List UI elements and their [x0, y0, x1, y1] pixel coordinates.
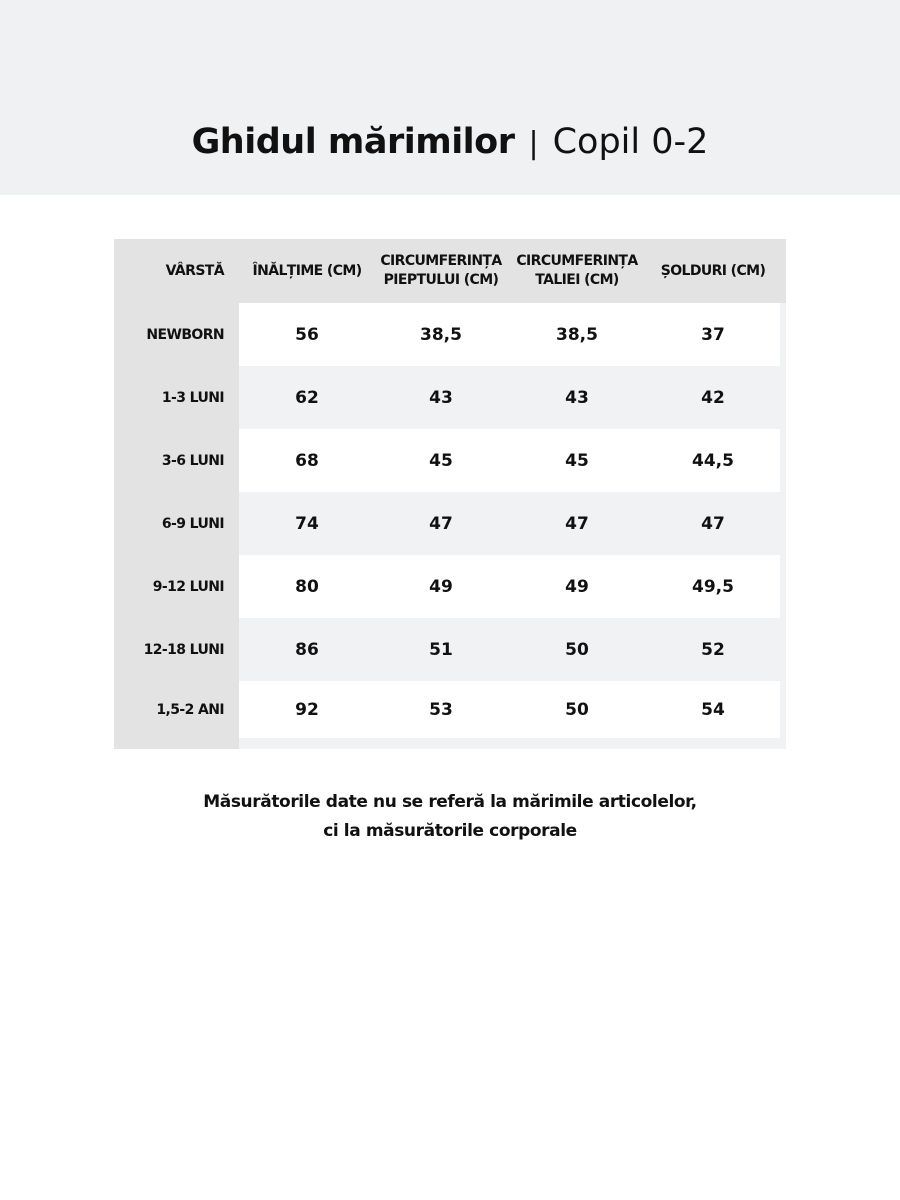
table-cell: 44,5	[692, 450, 734, 471]
table-cell: 92	[295, 699, 319, 720]
table-cell: 86	[295, 639, 319, 660]
table-cell: 49	[565, 576, 589, 597]
table-cell: 54	[701, 699, 725, 720]
age-label: 3-6 LUNI	[161, 452, 225, 469]
column-header: VÂRSTĂ	[165, 262, 225, 279]
table-cell: 47	[429, 513, 453, 534]
table-cell: 38,5	[420, 324, 462, 345]
note-line-1: Măsurătorile date nu se referă la mărimi…	[203, 792, 697, 812]
table-cell: 45	[565, 450, 589, 471]
table-cell: 50	[565, 699, 589, 720]
title-sub: Copil 0-2	[552, 122, 709, 162]
table-cell: 43	[429, 387, 453, 408]
table-cell: 43	[565, 387, 589, 408]
age-label: 6-9 LUNI	[161, 515, 225, 532]
table-row	[239, 303, 780, 366]
title-separator: |	[528, 126, 539, 161]
column-header: CIRCUMFERINȚA TALIEI (CM)	[516, 253, 638, 288]
table-cell: 52	[701, 639, 725, 660]
header-band	[0, 0, 900, 195]
measurement-note: Măsurătorile date nu se referă la mărimi…	[0, 788, 900, 846]
table-cell: 68	[295, 450, 319, 471]
table-cell: 80	[295, 576, 319, 597]
table-cell: 42	[701, 387, 725, 408]
size-table: VÂRSTĂ ÎNĂLȚIME (CM) CIRCUMFERINȚA PIEPTUL…	[114, 239, 786, 749]
age-label: 1,5-2 ANI	[156, 701, 224, 718]
table-cell: 45	[429, 450, 453, 471]
table-cell: 49	[429, 576, 453, 597]
table-cell: 74	[295, 513, 319, 534]
column-header: CIRCUMFERINȚA PIEPTULUI (CM)	[380, 253, 502, 288]
page-title: Ghidul mărimilor | Copil 0-2	[0, 118, 900, 168]
note-line-2: ci la măsurătorile corporale	[323, 821, 577, 841]
table-cell: 38,5	[556, 324, 598, 345]
column-header: ÎNĂLȚIME (CM)	[252, 262, 362, 279]
table-cell: 50	[565, 639, 589, 660]
table-cell: 37	[701, 324, 725, 345]
table-cell: 56	[295, 324, 319, 345]
age-label: NEWBORN	[146, 326, 224, 343]
title-main: Ghidul mărimilor	[191, 122, 515, 162]
table-cell: 53	[429, 699, 453, 720]
column-header: ȘOLDURI (CM)	[660, 262, 766, 279]
table-row	[239, 681, 780, 738]
table-cell: 51	[429, 639, 453, 660]
age-column	[114, 239, 239, 749]
age-label: 9-12 LUNI	[152, 578, 225, 595]
table-row	[239, 429, 780, 492]
table-cell: 62	[295, 387, 319, 408]
table-cell: 47	[701, 513, 725, 534]
age-label: 1-3 LUNI	[161, 389, 225, 406]
age-label: 12-18 LUNI	[143, 641, 225, 658]
table-cell: 49,5	[692, 576, 734, 597]
table-row	[239, 555, 780, 618]
table-cell: 47	[565, 513, 589, 534]
